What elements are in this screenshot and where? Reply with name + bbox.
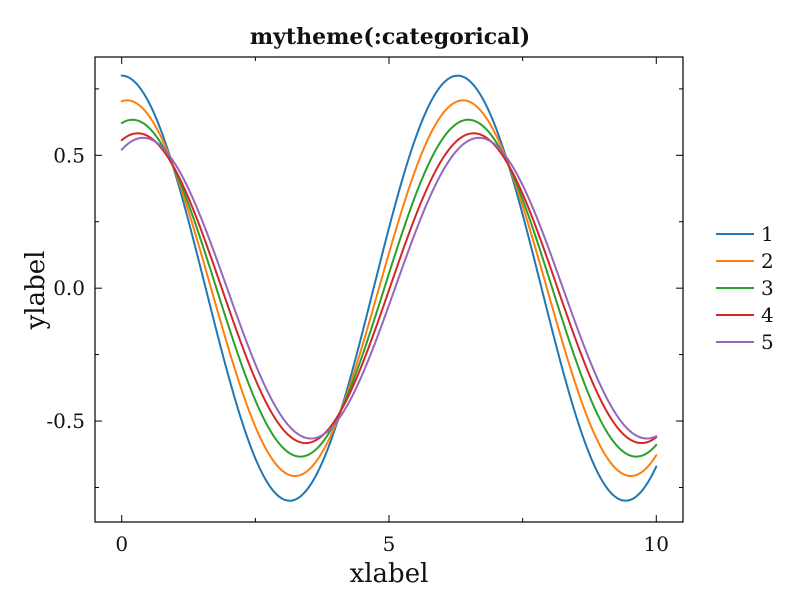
y-tick-label: 0.0 [53, 276, 85, 300]
y-tick-label: 0.5 [53, 143, 85, 167]
legend-label-4: 4 [761, 303, 774, 327]
legend-label-1: 1 [761, 222, 774, 246]
legend-label-5: 5 [761, 330, 774, 354]
series-line-4 [120, 132, 658, 445]
series-line-2 [120, 99, 658, 478]
y-axis-label: ylabel [21, 251, 51, 331]
series-line-3 [120, 118, 658, 458]
legend-label-3: 3 [761, 276, 774, 300]
y-tick-label: -0.5 [46, 409, 85, 433]
legend-label-2: 2 [761, 249, 774, 273]
series-line-5 [120, 136, 658, 440]
chart-title: mytheme(:categorical) [250, 24, 530, 50]
legend: 1 2 3 4 5 [716, 222, 774, 354]
axes: 0 5 10 0.5 0.0 -0.5 [46, 57, 683, 556]
x-axis-label: xlabel [350, 559, 429, 589]
series-group [120, 74, 658, 502]
x-tick-label: 10 [644, 532, 669, 556]
x-tick-label: 5 [383, 532, 396, 556]
series-line-1 [120, 74, 658, 502]
x-tick-label: 0 [115, 532, 128, 556]
